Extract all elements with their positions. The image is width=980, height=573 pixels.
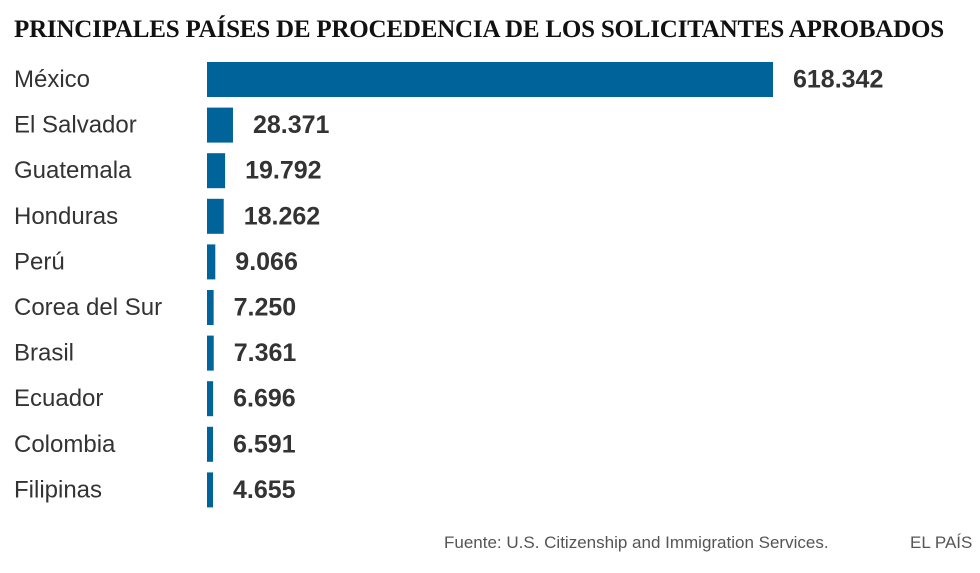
bar-honduras bbox=[207, 198, 224, 234]
bar-mexico bbox=[207, 62, 773, 97]
category-label-filipinas: Filipinas bbox=[14, 476, 102, 503]
bar-filipinas bbox=[207, 472, 213, 508]
source-note: Fuente: U.S. Citizenship and Immigration… bbox=[444, 533, 829, 552]
brand-credit: EL PAÍS bbox=[910, 533, 973, 552]
value-label-honduras: 18.262 bbox=[244, 202, 320, 230]
category-label-corea-del-sur: Corea del Sur bbox=[14, 294, 162, 321]
bar-guatemala bbox=[207, 153, 226, 189]
value-label-colombia: 6.591 bbox=[233, 430, 296, 458]
bar-el-salvador bbox=[207, 107, 233, 143]
value-label-ecuador: 6.696 bbox=[233, 385, 296, 413]
value-label-mexico: 618.342 bbox=[793, 66, 883, 94]
value-label-brasil: 7.361 bbox=[234, 339, 297, 367]
category-label-honduras: Honduras bbox=[14, 203, 118, 230]
value-label-guatemala: 19.792 bbox=[245, 157, 321, 185]
bar-ecuador bbox=[207, 381, 214, 417]
value-label-peru: 9.066 bbox=[235, 248, 298, 276]
bar-peru bbox=[207, 244, 216, 280]
bar-chart: México 618.342 El Salvador 28.371 Guatemala 1… bbox=[14, 62, 883, 508]
value-label-corea-del-sur: 7.250 bbox=[234, 294, 297, 322]
value-label-filipinas: 4.655 bbox=[233, 476, 296, 504]
bar-colombia bbox=[207, 426, 214, 462]
category-label-mexico: México bbox=[14, 66, 90, 93]
category-label-colombia: Colombia bbox=[14, 431, 116, 458]
bar-brasil bbox=[207, 335, 214, 371]
category-label-el-salvador: El Salvador bbox=[14, 112, 137, 139]
chart-title: PRINCIPALES PAÍSES DE PROCEDENCIA DE LOS… bbox=[14, 16, 944, 43]
category-label-ecuador: Ecuador bbox=[14, 385, 103, 412]
value-label-el-salvador: 28.371 bbox=[253, 111, 330, 139]
bar-corea-del-sur bbox=[207, 290, 214, 325]
category-label-peru: Perú bbox=[14, 248, 65, 275]
category-label-guatemala: Guatemala bbox=[14, 157, 132, 184]
category-label-brasil: Brasil bbox=[14, 340, 74, 367]
